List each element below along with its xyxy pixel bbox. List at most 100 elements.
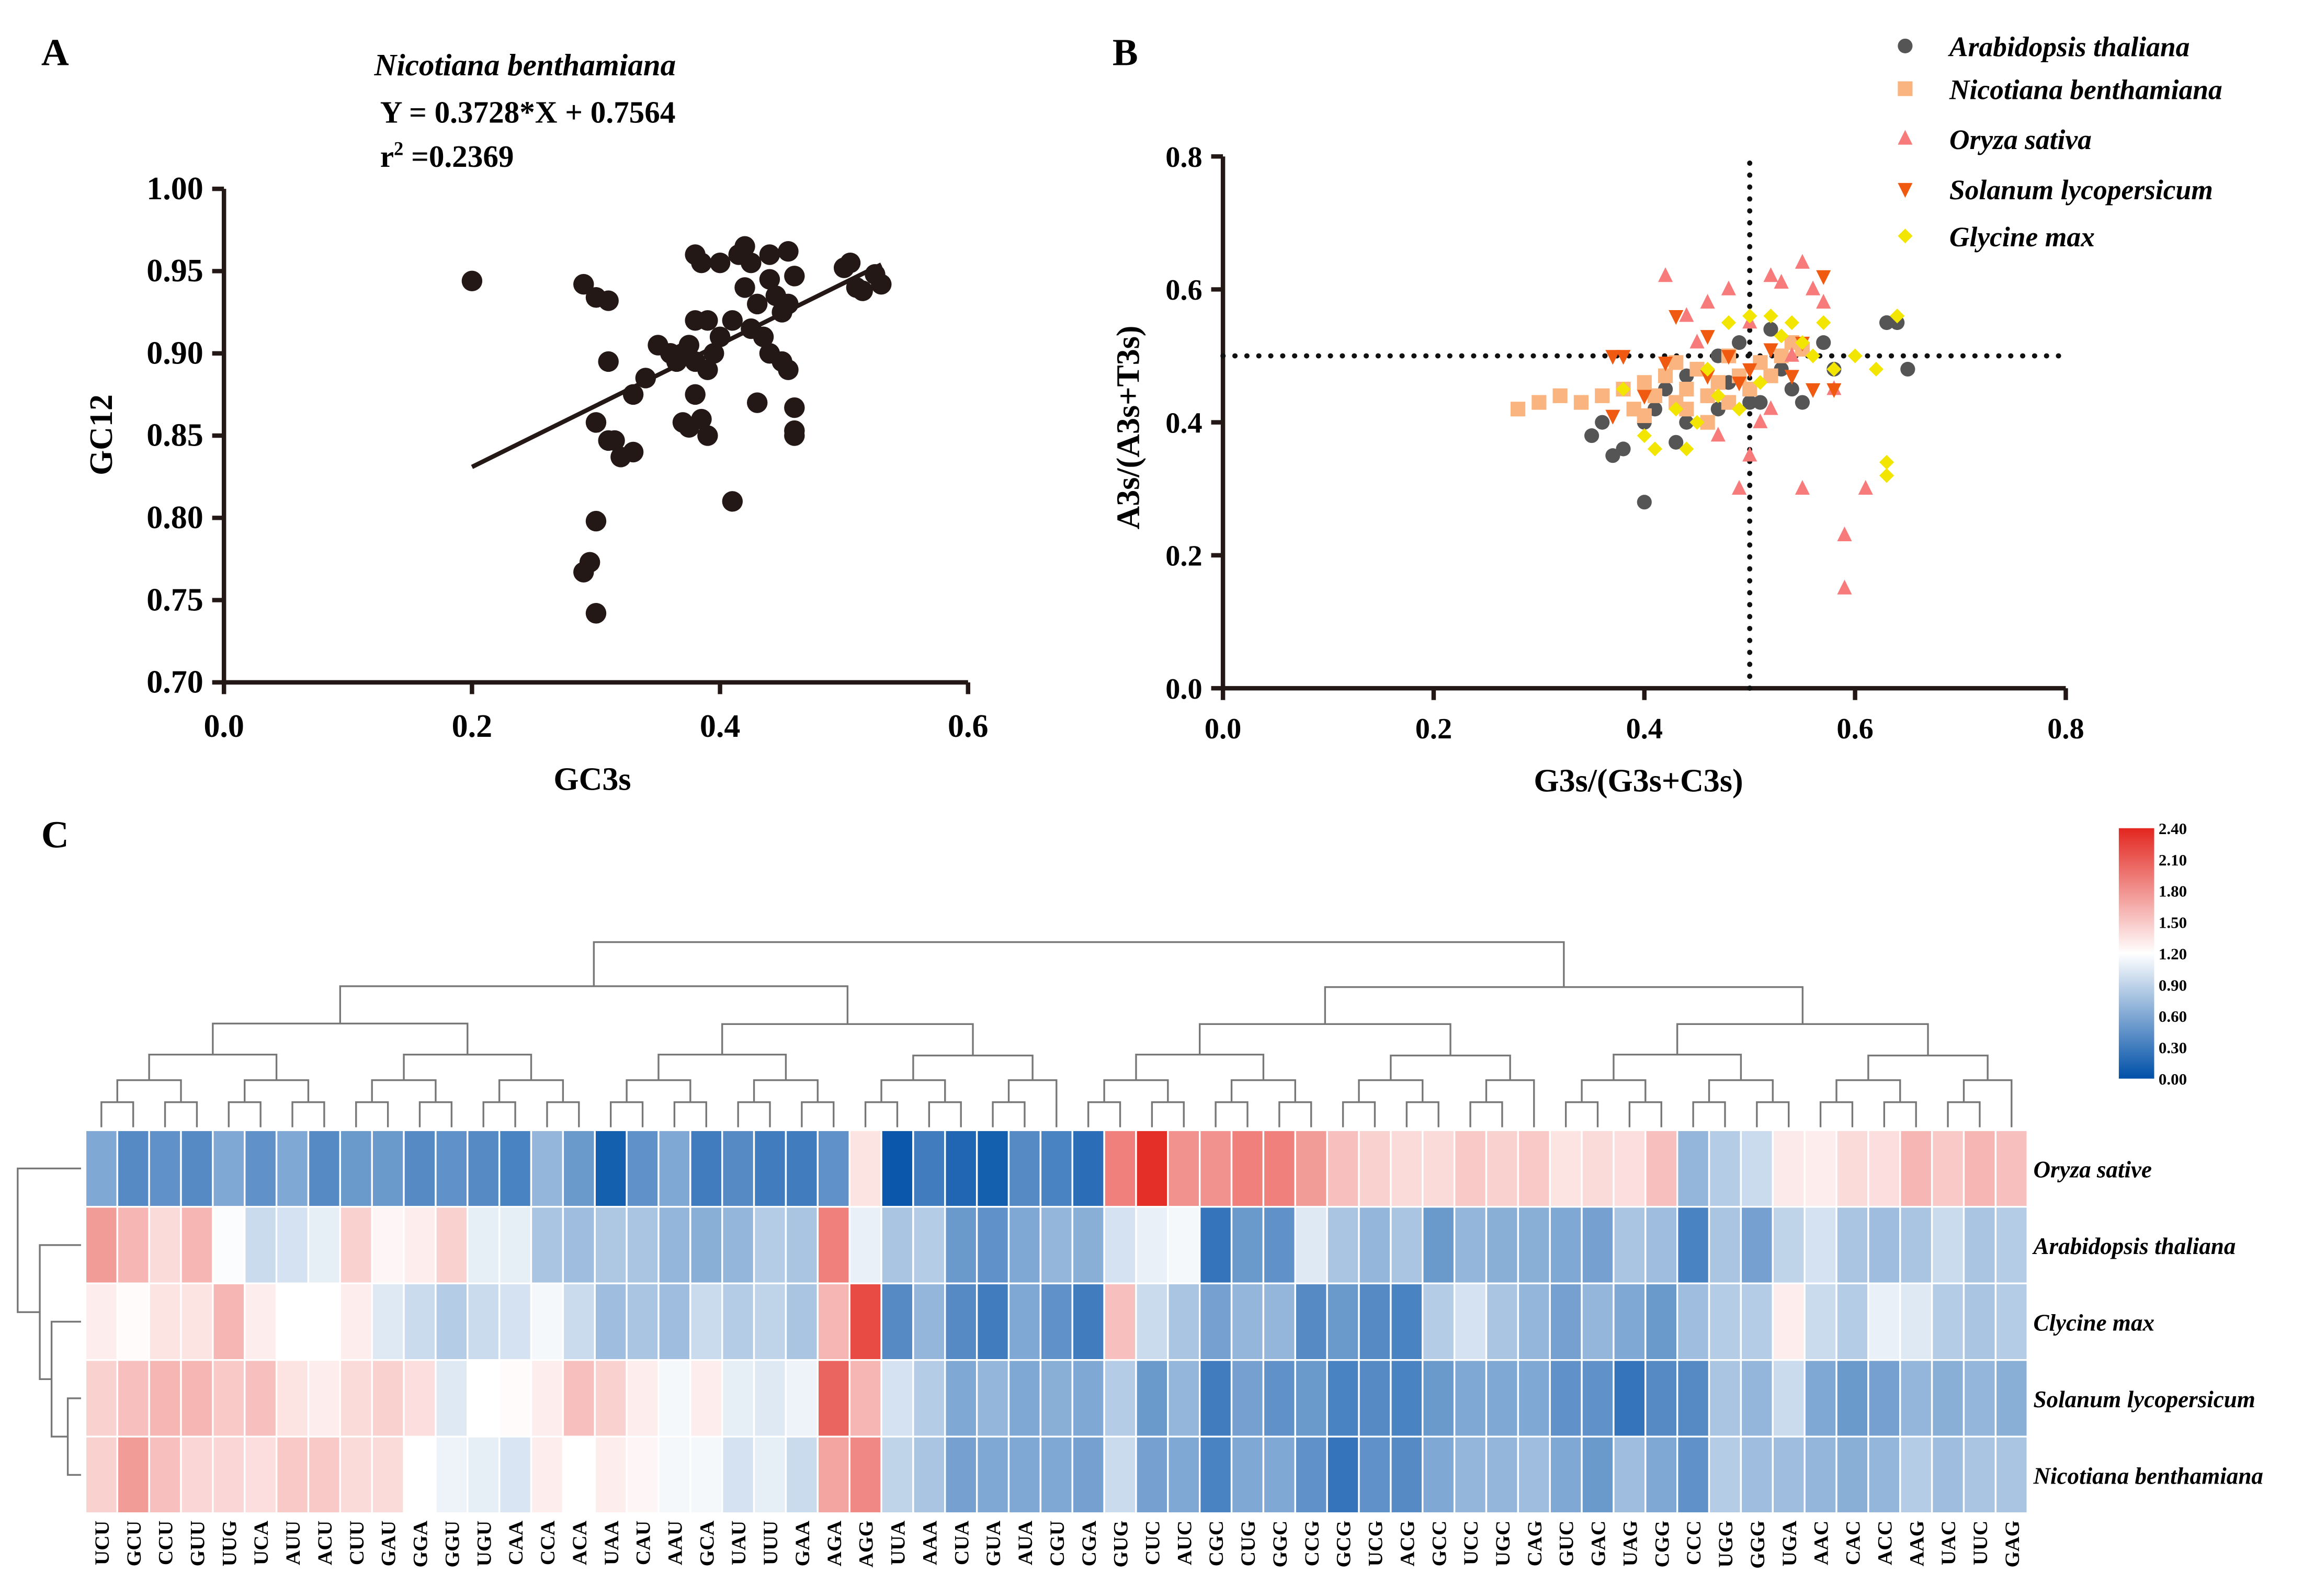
heatmap-cell xyxy=(403,1435,437,1514)
column-label: ACC xyxy=(1873,1521,1896,1565)
heatmap-cell xyxy=(657,1435,691,1514)
heatmap-cell xyxy=(562,1129,596,1208)
dendrogram-branch xyxy=(164,1101,198,1127)
dendrogram-branch xyxy=(1835,1079,1901,1102)
data-point xyxy=(734,236,755,257)
heatmap-cell xyxy=(1390,1206,1424,1284)
heatmap-cell xyxy=(244,1282,278,1361)
y-tick-label: 0.95 xyxy=(146,253,203,289)
heatmap-cell xyxy=(1772,1129,1806,1208)
heatmap-cell xyxy=(1803,1129,1837,1208)
y-tick-label: 1.00 xyxy=(146,171,203,207)
heatmap-cell xyxy=(1167,1282,1201,1361)
column-label: ACA xyxy=(568,1520,591,1565)
heatmap-cell xyxy=(1899,1206,1933,1284)
data-point xyxy=(1721,350,1737,365)
heatmap-cell xyxy=(1867,1435,1901,1514)
data-point xyxy=(1816,270,1831,285)
dendrogram-branch xyxy=(801,1101,835,1127)
heatmap-cell xyxy=(1708,1206,1742,1284)
data-point xyxy=(635,368,656,389)
data-point xyxy=(784,397,805,418)
dendrogram-branch xyxy=(992,1101,1026,1127)
dendrogram-branch xyxy=(721,1023,974,1056)
column-label: GGA xyxy=(409,1520,432,1567)
heatmap-cell xyxy=(1326,1129,1360,1208)
heatmap-cell xyxy=(275,1435,310,1514)
heatmap-cell xyxy=(1071,1435,1105,1514)
data-point xyxy=(1721,315,1737,330)
heatmap-cell xyxy=(1167,1359,1201,1438)
dendrogram-branch xyxy=(593,941,1565,987)
heatmap-cell xyxy=(307,1129,342,1208)
legend-marker xyxy=(1898,183,1913,198)
heatmap-cell xyxy=(212,1435,246,1514)
legend-item: Solanum lycopersicum xyxy=(1898,174,2213,206)
heatmap-cell xyxy=(530,1359,564,1438)
heatmap-cell xyxy=(435,1129,469,1208)
heatmap-cell xyxy=(1103,1129,1137,1208)
heatmap-cell xyxy=(1262,1206,1296,1284)
heatmap-cell xyxy=(1740,1206,1774,1284)
heatmap-cell xyxy=(435,1282,469,1361)
data-point xyxy=(1742,395,1757,410)
data-point xyxy=(604,430,625,451)
data-point xyxy=(1658,267,1673,282)
data-point xyxy=(666,351,687,372)
legend-item: Glycine max xyxy=(1898,221,2095,253)
column-label: GCG xyxy=(1332,1521,1355,1568)
heatmap-row xyxy=(84,1435,2028,1514)
heatmap-cell xyxy=(1039,1359,1073,1438)
heatmap-cell xyxy=(1994,1129,2028,1208)
data-point xyxy=(1805,383,1821,398)
data-point xyxy=(1616,441,1631,457)
data-point xyxy=(1858,480,1873,495)
heatmap-cell xyxy=(371,1206,405,1284)
column-label: GCU xyxy=(122,1521,145,1567)
y-tick-label: 0.6 xyxy=(1165,274,1202,306)
heatmap-cell xyxy=(1230,1206,1265,1284)
heatmap-cell xyxy=(1549,1206,1583,1284)
heatmap-cell xyxy=(467,1359,501,1438)
dendrogram-branch xyxy=(1581,1079,1647,1102)
data-point xyxy=(1637,375,1652,390)
column-label: CAC xyxy=(1842,1521,1865,1565)
heatmap-cell xyxy=(975,1359,1010,1438)
heatmap-cell xyxy=(148,1282,182,1361)
heatmap-cell xyxy=(1613,1129,1647,1208)
heatmap-cell xyxy=(1899,1282,1933,1361)
dendrogram-branch xyxy=(17,1167,81,1313)
data-point xyxy=(697,425,718,446)
data-point xyxy=(1605,350,1620,365)
heatmap-cell xyxy=(1103,1282,1137,1361)
heatmap-cell xyxy=(1199,1435,1233,1514)
heatmap-cell xyxy=(1135,1359,1169,1438)
heatmap-cell xyxy=(1549,1435,1583,1514)
heatmap-cell xyxy=(467,1206,501,1284)
data-point xyxy=(1753,375,1768,390)
y-tick-label: 0.8 xyxy=(1165,141,1202,174)
heatmap-cell xyxy=(1390,1359,1424,1438)
data-point xyxy=(1552,388,1568,403)
panel-label-c: C xyxy=(41,813,69,856)
heatmap-cell xyxy=(944,1359,978,1438)
dendrogram-branch xyxy=(212,1022,469,1055)
heatmap-cell xyxy=(1199,1206,1233,1284)
legend-item: Oryza sativa xyxy=(1898,124,2092,155)
column-label: UCC xyxy=(1459,1521,1482,1565)
heatmap-cell xyxy=(1199,1359,1233,1438)
heatmap-cell xyxy=(1994,1359,2028,1438)
heatmap-cell xyxy=(1740,1435,1774,1514)
y-tick-label: 0.90 xyxy=(146,335,203,371)
heatmap-cell xyxy=(1962,1129,1997,1208)
heatmap-cell xyxy=(594,1206,628,1284)
heatmap-cell xyxy=(530,1282,564,1361)
heatmap-cell xyxy=(1135,1282,1169,1361)
data-point xyxy=(1753,355,1768,370)
data-point xyxy=(1900,361,1915,377)
heatmap-cell xyxy=(148,1129,182,1208)
dendrogram-branch xyxy=(1867,1054,1989,1080)
heatmap-cell xyxy=(753,1435,787,1514)
data-point xyxy=(1731,335,1747,350)
data-point xyxy=(1679,441,1694,457)
